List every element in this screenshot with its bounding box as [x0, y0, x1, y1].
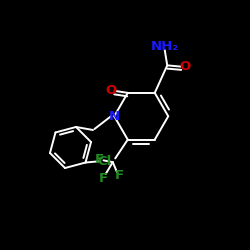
Text: F: F	[99, 172, 108, 185]
Text: F: F	[114, 170, 124, 182]
Text: O: O	[179, 60, 190, 73]
Text: NH₂: NH₂	[151, 40, 179, 53]
Text: N: N	[109, 110, 120, 123]
Text: O: O	[106, 84, 117, 97]
Text: Cl: Cl	[97, 155, 112, 168]
Text: F: F	[94, 153, 104, 166]
